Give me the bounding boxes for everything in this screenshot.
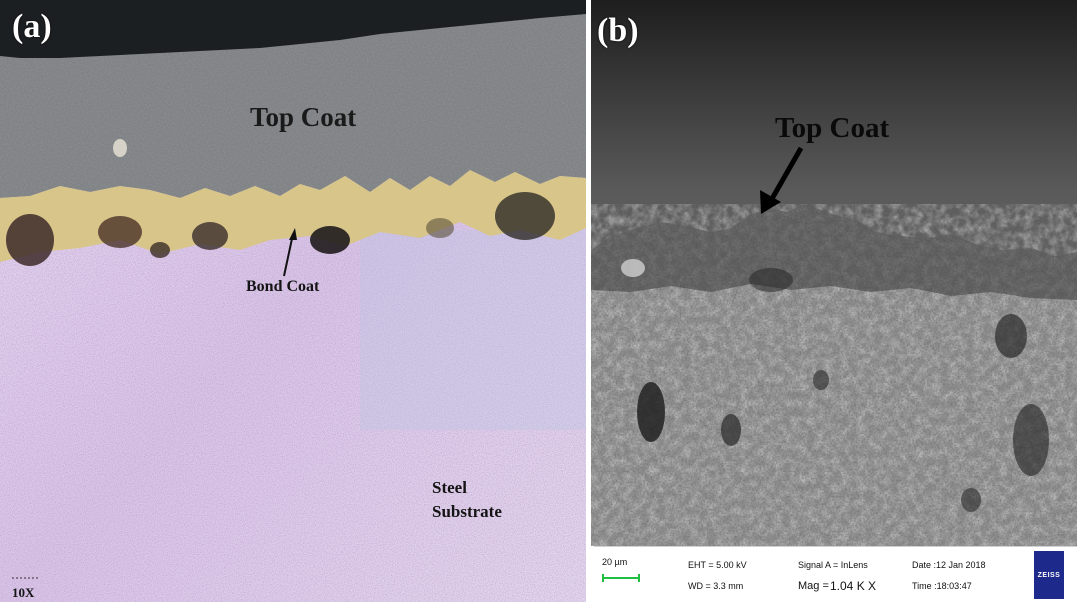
top-coat-arrow	[766, 146, 804, 206]
sem-micrograph-image	[591, 0, 1077, 546]
date-readout: Date :12 Jan 2018	[912, 560, 986, 570]
panel-divider	[586, 0, 591, 602]
mag-value: 1.04 K X	[830, 579, 877, 593]
zeiss-logo: ZEISS	[1034, 551, 1064, 599]
wd-readout: WD = 3.3 mm	[688, 581, 744, 591]
mag-label: Mag =	[798, 580, 829, 592]
time-readout: Time :18:03:47	[912, 581, 972, 591]
steel-label-line1: Steel	[432, 478, 467, 497]
top-coat-label: Top Coat	[250, 102, 357, 132]
sem-info-bar: 20 µm EHT = 5.00 kV WD = 3.3 mm Signal A…	[594, 546, 1077, 602]
sem-top-coat-label: Top Coat	[775, 112, 890, 144]
scale-bar	[602, 574, 640, 582]
magnification-label: 10X	[12, 585, 35, 600]
signal-readout: Signal A = InLens	[798, 560, 868, 570]
bond-coat-arrow	[283, 233, 294, 277]
steel-label-line2: Substrate	[432, 502, 502, 521]
panel-b-label: (b)	[597, 12, 639, 49]
optical-micrograph-image	[0, 0, 586, 602]
bond-coat-label: Bond Coat	[246, 278, 320, 295]
sem-micrograph-panel: (b) Top Coat 20 µm EHT = 5.00 kV WD = 3.…	[591, 0, 1077, 602]
panel-a-label: (a)	[12, 8, 52, 45]
steel-substrate-label: Steel Substrate	[432, 476, 502, 524]
eht-readout: EHT = 5.00 kV	[688, 560, 747, 570]
scale-label: 20 µm	[602, 557, 628, 567]
optical-micrograph-panel: (a) Top Coat Bond Coat Steel Substrate 1…	[0, 0, 586, 602]
